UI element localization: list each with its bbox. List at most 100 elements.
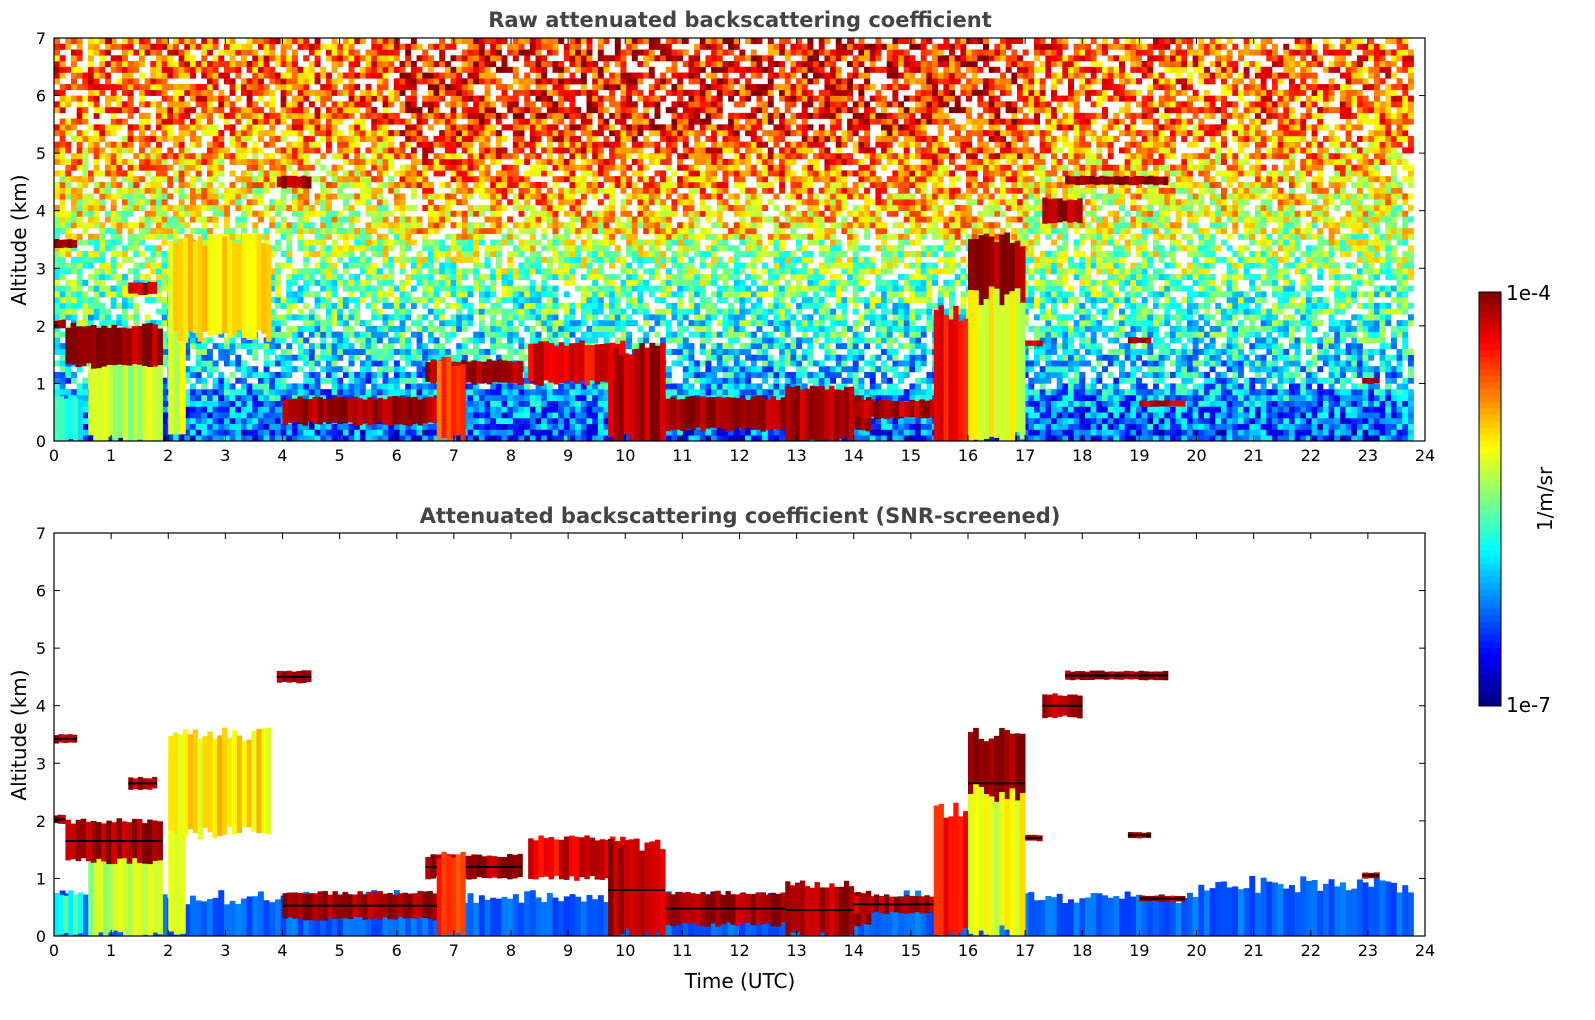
raw-noise-cell: [269, 320, 276, 327]
raw-noise-cell: [138, 199, 145, 206]
raw-noise-cell: [189, 412, 196, 419]
raw-noise-cell: [410, 262, 417, 269]
raw-noise-cell: [388, 245, 395, 252]
raw-noise-cell: [314, 331, 321, 338]
raw-noise-cell: [433, 279, 440, 286]
raw-noise-cell: [490, 72, 497, 79]
raw-noise-cell: [456, 187, 463, 194]
raw-noise-cell: [348, 141, 355, 148]
raw-noise-cell: [461, 158, 468, 165]
raw-noise-cell: [320, 251, 327, 258]
raw-noise-cell: [331, 348, 338, 355]
raw-noise-cell: [297, 153, 304, 160]
raw-noise-cell: [558, 262, 565, 269]
raw-noise-cell: [359, 245, 366, 252]
raw-noise-cell: [274, 400, 281, 407]
raw-noise-cell: [558, 95, 565, 102]
raw-noise-cell: [257, 43, 264, 50]
raw-noise-cell: [433, 285, 440, 292]
raw-noise-cell: [246, 199, 253, 206]
raw-noise-cell: [427, 262, 434, 269]
raw-noise-cell: [461, 176, 468, 183]
raw-noise-cell: [314, 354, 321, 361]
raw-noise-cell: [195, 394, 202, 401]
raw-noise-cell: [223, 95, 230, 102]
raw-noise-cell: [189, 89, 196, 96]
raw-noise-cell: [473, 348, 480, 355]
raw-noise-cell: [405, 216, 412, 223]
raw-noise-cell: [93, 233, 100, 240]
raw-noise-cell: [495, 170, 502, 177]
raw-noise-cell: [371, 343, 378, 350]
raw-noise-cell: [314, 193, 321, 200]
raw-noise-cell: [274, 371, 281, 378]
raw-noise-cell: [388, 147, 395, 154]
raw-noise-cell: [388, 262, 395, 269]
raw-noise-cell: [444, 147, 451, 154]
raw-noise-cell: [478, 227, 485, 235]
raw-noise-cell: [467, 61, 474, 68]
raw-noise-cell: [467, 84, 474, 91]
raw-noise-cell: [303, 107, 310, 114]
raw-noise-cell: [184, 400, 191, 407]
raw-noise-cell: [473, 239, 480, 246]
raw-noise-cell: [54, 389, 60, 396]
raw-noise-cell: [444, 101, 451, 108]
raw-noise-cell: [427, 55, 434, 62]
raw-noise-cell: [512, 204, 519, 212]
raw-noise-cell: [382, 314, 389, 321]
raw-noise-cell: [161, 66, 168, 73]
raw-noise-cell: [495, 55, 502, 62]
raw-noise-cell: [286, 84, 293, 91]
raw-noise-cell: [337, 308, 344, 315]
raw-noise-cell: [416, 314, 423, 321]
raw-noise-cell: [456, 199, 463, 206]
raw-noise-cell: [427, 124, 434, 131]
raw-noise-cell: [444, 210, 451, 217]
raw-noise-cell: [376, 423, 383, 430]
raw-noise-cell: [286, 285, 293, 292]
raw-noise-cell: [70, 302, 77, 309]
raw-noise-cell: [331, 170, 338, 177]
raw-noise-cell: [541, 101, 548, 108]
raw-noise-cell: [501, 124, 508, 131]
raw-noise-cell: [382, 354, 389, 361]
raw-noise-cell: [54, 130, 60, 137]
raw-noise-cell: [286, 343, 293, 350]
raw-noise-cell: [393, 187, 400, 194]
raw-noise-cell: [524, 285, 531, 292]
raw-noise-cell: [70, 291, 77, 298]
raw-noise-cell: [376, 199, 383, 206]
raw-noise-cell: [54, 193, 60, 200]
raw-noise-cell: [416, 181, 423, 188]
raw-noise-cell: [274, 377, 281, 384]
raw-noise-cell: [76, 233, 83, 240]
raw-noise-cell: [439, 239, 446, 246]
raw-noise-cell: [65, 66, 72, 73]
raw-noise-cell: [478, 331, 485, 338]
raw-noise-cell: [189, 95, 196, 102]
raw-noise-cell: [286, 187, 293, 194]
raw-noise-cell: [563, 268, 570, 275]
raw-noise-cell: [280, 389, 287, 396]
raw-noise-cell: [263, 383, 270, 390]
raw-noise-cell: [467, 256, 474, 263]
raw-noise-cell: [348, 147, 355, 154]
raw-noise-cell: [354, 61, 361, 68]
raw-noise-cell: [172, 112, 179, 119]
raw-noise-cell: [127, 291, 134, 298]
raw-noise-cell: [201, 43, 208, 50]
raw-noise-cell: [133, 153, 140, 160]
raw-noise-cell: [501, 38, 508, 45]
raw-noise-cell: [371, 308, 378, 315]
raw-noise-cell: [70, 61, 77, 68]
raw-noise-cell: [93, 268, 100, 275]
raw-noise-cell: [541, 291, 548, 298]
raw-noise-cell: [303, 112, 310, 119]
raw-noise-cell: [422, 55, 429, 62]
raw-noise-cell: [218, 406, 225, 413]
raw-noise-cell: [138, 112, 145, 119]
raw-noise-cell: [116, 147, 123, 154]
raw-noise-cell: [320, 164, 327, 171]
raw-noise-cell: [121, 78, 128, 85]
